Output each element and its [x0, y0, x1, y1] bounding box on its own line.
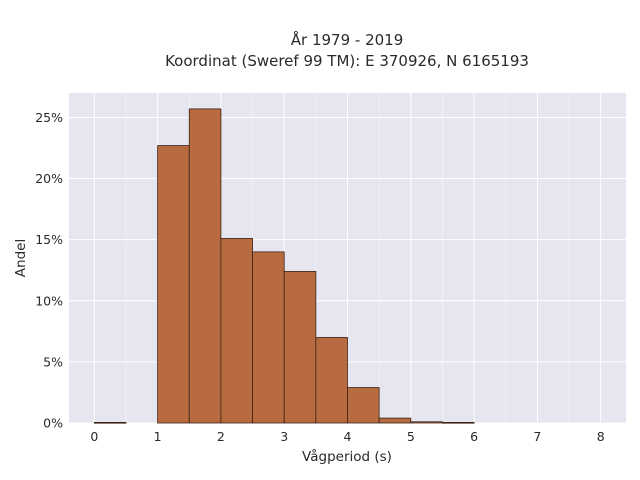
y-axis-ticks: 0% 5% 10% 15% 20% 25% [35, 110, 63, 431]
histogram-bar-8 [347, 387, 380, 424]
x-tick-label: 2 [217, 429, 225, 444]
x-tick-label: 5 [407, 429, 415, 444]
histogram-bar-5 [252, 251, 285, 424]
y-tick-label: 10% [35, 293, 63, 308]
histogram-bar-6 [283, 271, 317, 424]
x-axis-label: Vågperiod (s) [302, 448, 392, 465]
histogram-bar-3 [188, 108, 222, 424]
x-tick-label: 4 [344, 429, 352, 444]
x-tick-label: 1 [154, 429, 162, 444]
x-tick-label: 7 [533, 429, 541, 444]
y-tick-label: 0% [43, 416, 63, 431]
y-tick-label: 5% [43, 354, 63, 369]
chart-title-line-1: År 1979 - 2019 [291, 30, 404, 49]
histogram-bar-2 [157, 145, 190, 424]
x-tick-label: 3 [280, 429, 288, 444]
histogram-bar-7 [315, 337, 348, 424]
y-tick-label: 20% [35, 171, 63, 186]
chart-title-line-2: Koordinat (Sweref 99 TM): E 370926, N 61… [165, 52, 529, 70]
histogram-bar-4 [220, 238, 253, 424]
histogram-bars [93, 108, 475, 424]
y-tick-label: 15% [35, 232, 63, 247]
histogram-bar-0 [93, 421, 127, 424]
x-tick-label: 8 [597, 429, 605, 444]
x-tick-label: 6 [470, 429, 478, 444]
y-axis-label: Andel [13, 239, 29, 277]
histogram-bar-9 [378, 417, 412, 424]
x-tick-label: 0 [90, 429, 98, 444]
histogram-bar-11 [442, 421, 475, 424]
histogram-bar-10 [410, 421, 443, 424]
y-tick-label: 25% [35, 110, 63, 125]
x-axis-ticks: 0 1 2 3 4 5 6 7 8 [90, 429, 604, 444]
